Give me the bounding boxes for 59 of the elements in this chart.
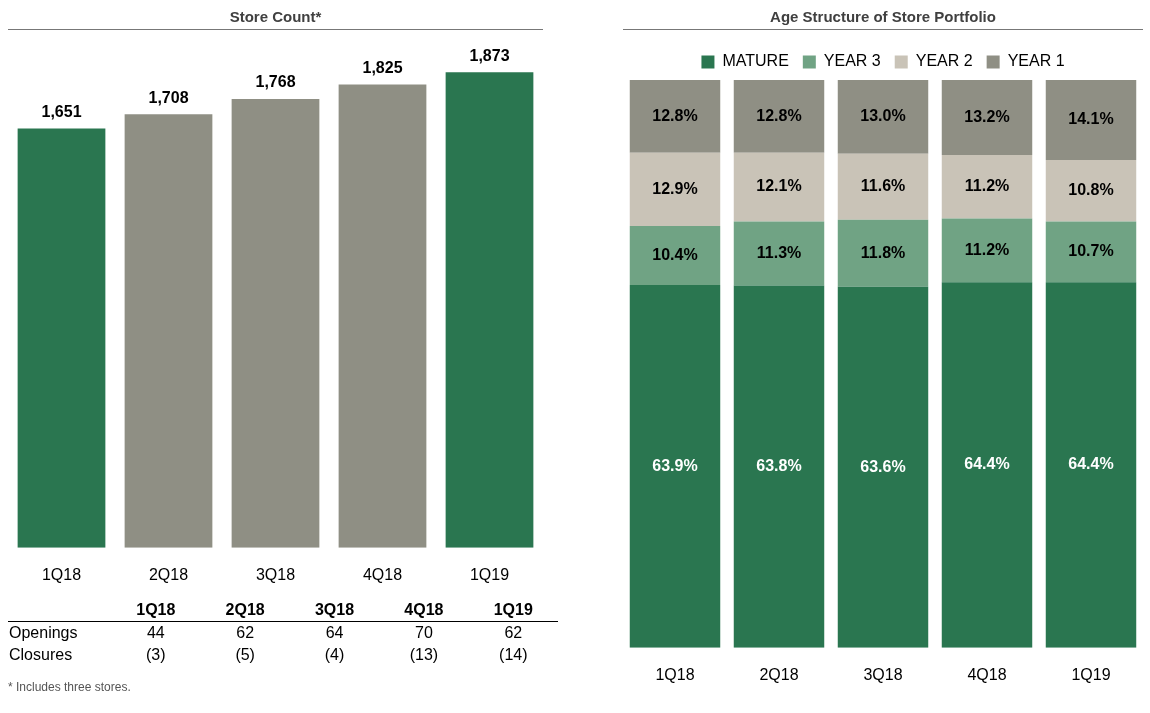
data-label: 1,651 xyxy=(41,103,82,121)
legend-label: YEAR 1 xyxy=(1007,52,1065,70)
category-label: 4Q18 xyxy=(403,600,445,620)
data-label: 13.2% xyxy=(964,107,1010,125)
data-label: 64.4% xyxy=(1068,455,1114,473)
legend-label: YEAR 3 xyxy=(823,52,881,70)
x-tick-label: 1Q18 xyxy=(41,565,82,583)
text: Openings xyxy=(8,623,79,643)
category-label: 2Q18 xyxy=(224,600,266,620)
data-label: 70 xyxy=(414,623,434,643)
data-label: 11.2% xyxy=(964,240,1010,258)
data-label: 1,768 xyxy=(255,73,296,91)
data-label: 11.6% xyxy=(860,177,906,195)
x-tick-label: 3Q18 xyxy=(255,565,296,583)
data-label: 13.0% xyxy=(860,107,906,125)
legend-label: MATURE xyxy=(722,52,789,70)
data-label: 12.1% xyxy=(756,177,802,195)
data-label: (3) xyxy=(145,645,167,665)
chart-title: Store Count* xyxy=(8,8,543,30)
data-label: 62 xyxy=(503,623,524,643)
data-label: 12.9% xyxy=(652,179,698,197)
data-label: 1,873 xyxy=(469,46,510,64)
data-label: 11.3% xyxy=(756,243,802,261)
x-tick-label: 1Q19 xyxy=(469,565,510,583)
category-label: 1Q18 xyxy=(135,600,177,620)
data-label: 1,825 xyxy=(362,58,403,76)
data-label: 10.7% xyxy=(1068,242,1114,260)
data-label: 11.2% xyxy=(964,177,1010,195)
data-label: 64 xyxy=(324,623,345,643)
data-label: 44 xyxy=(145,623,166,643)
data-label: (13) xyxy=(408,645,440,665)
x-tick-label: 2Q18 xyxy=(148,565,189,583)
text: * Includes three stores. xyxy=(8,680,132,694)
x-tick-label: 4Q18 xyxy=(362,565,403,583)
data-label: 10.4% xyxy=(652,245,698,263)
x-tick-label: 2Q18 xyxy=(759,665,799,683)
data-label: (4) xyxy=(323,645,346,665)
data-label: 62 xyxy=(235,623,256,643)
x-tick-label: 4Q18 xyxy=(967,665,1007,683)
data-label: 64.4% xyxy=(964,455,1010,473)
data-label: 63.9% xyxy=(652,456,698,474)
x-tick-label: 3Q18 xyxy=(863,665,903,683)
data-label: 14.1% xyxy=(1068,110,1114,128)
data-label: 10.8% xyxy=(1068,181,1114,199)
category-label: 3Q18 xyxy=(313,600,356,620)
legend-label: YEAR 2 xyxy=(915,52,973,70)
data-label: 63.6% xyxy=(860,457,906,475)
x-tick-label: 1Q19 xyxy=(1071,665,1111,683)
data-label: 63.8% xyxy=(756,457,802,475)
chart-title: Age Structure of Store Portfolio xyxy=(623,8,1143,30)
text: Closures xyxy=(8,645,74,665)
category-label: 1Q19 xyxy=(492,600,534,620)
data-label: (14) xyxy=(498,645,529,665)
x-tick-label: 1Q18 xyxy=(655,665,695,683)
data-label: (5) xyxy=(234,645,256,665)
data-label: 11.8% xyxy=(860,243,906,261)
data-label: 1,708 xyxy=(148,88,189,106)
data-label: 12.8% xyxy=(652,106,698,124)
data-label: 12.8% xyxy=(756,106,802,124)
